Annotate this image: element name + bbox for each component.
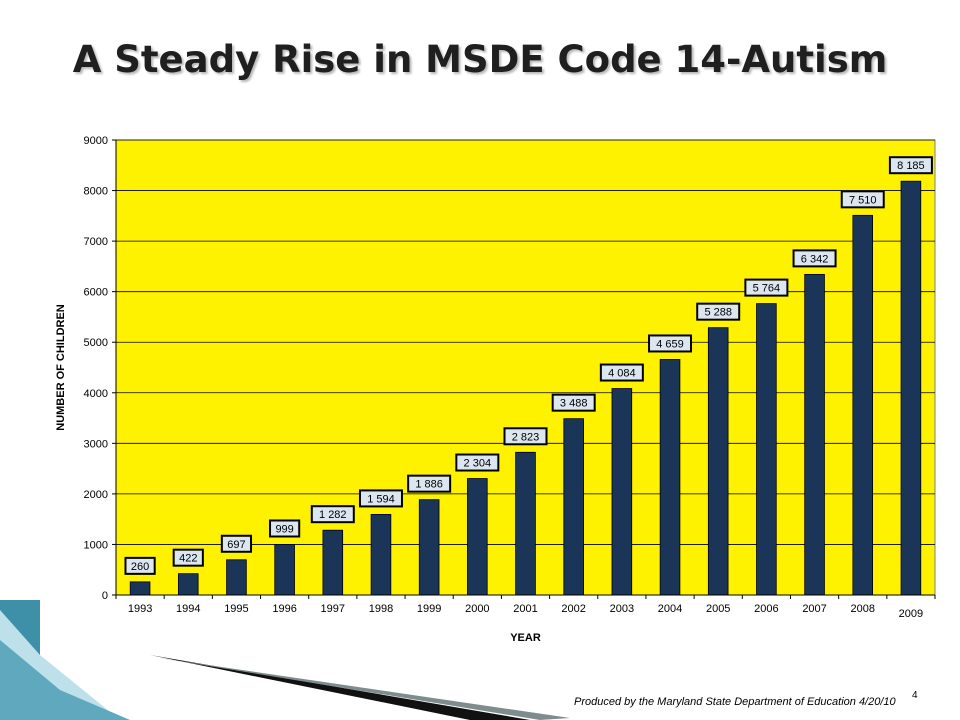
data-label: 2 304 [464, 458, 492, 470]
y-tick-label: 1000 [84, 539, 108, 551]
x-tick-label: 1999 [417, 603, 441, 615]
data-label-box [503, 427, 548, 446]
deco-teal-wedge [0, 640, 130, 720]
data-label: 6 342 [801, 253, 829, 265]
y-tick-label: 0 [102, 590, 108, 602]
bar-2004 [659, 359, 681, 596]
x-tick-label: 2007 [802, 603, 826, 615]
data-label-box [696, 302, 741, 321]
x-tick-label: 1995 [224, 603, 248, 615]
bar-2006 [756, 303, 777, 596]
bar-2000 [467, 478, 488, 596]
y-tick-label: 4000 [84, 388, 108, 400]
bars [129, 180, 922, 596]
data-label-box [455, 453, 500, 472]
x-tick-label: 2000 [465, 603, 489, 615]
data-label-box [358, 489, 403, 508]
bar-1999 [418, 499, 440, 596]
bar-1997 [322, 529, 344, 596]
data-label-box [840, 190, 885, 209]
x-tick-label: 2002 [561, 603, 585, 615]
data-label-box [124, 556, 156, 575]
data-label-box [407, 474, 452, 493]
x-tick-label: 1998 [369, 603, 393, 615]
bar-2005 [707, 327, 729, 596]
bar-2002 [563, 418, 584, 596]
x-tick-label: 1993 [128, 603, 152, 615]
x-tick-label: 1994 [176, 603, 200, 615]
bar-1998 [370, 514, 392, 596]
data-label: 4 659 [656, 338, 684, 350]
y-axis-title: NUMBER OF CHILDREN [55, 304, 67, 431]
data-label-box [551, 393, 596, 412]
bar-1996 [274, 544, 295, 596]
data-label-box [888, 156, 933, 175]
data-label-box [220, 534, 253, 553]
bar-1994 [177, 573, 199, 596]
deco-grey-sweep [160, 658, 570, 720]
data-label: 5 764 [753, 283, 781, 295]
data-label-box [744, 278, 789, 297]
data-label: 5 288 [704, 307, 732, 319]
data-label: 697 [227, 539, 245, 551]
x-tick-label: 2009 [899, 608, 923, 620]
data-label: 1 594 [367, 493, 395, 505]
x-tick-label: 2006 [754, 603, 778, 615]
x-tick-label: 2008 [850, 603, 874, 615]
bar-2008 [852, 214, 874, 596]
data-label: 422 [179, 553, 197, 565]
data-label: 2 823 [512, 431, 540, 443]
x-tick-label: 2005 [706, 603, 730, 615]
data-label-box [172, 548, 204, 567]
x-tick-label: 2001 [513, 603, 537, 615]
bar-2009 [900, 180, 922, 596]
data-label: 3 488 [560, 398, 588, 410]
bar-2007 [804, 273, 825, 596]
data-label: 4 084 [608, 368, 636, 380]
axes: 0 1000 2000 3000 4000 5000 6000 7000 8000 9000 199… [84, 135, 936, 620]
bar-1995 [226, 559, 247, 596]
data-label: 8 185 [897, 160, 925, 172]
bar-1993 [129, 581, 151, 596]
x-tick-label: 1997 [321, 603, 345, 615]
y-tick-label: 2000 [84, 489, 108, 501]
data-label: 7 510 [849, 194, 877, 206]
data-label: 260 [131, 561, 149, 573]
x-tick-label: 1996 [272, 603, 296, 615]
x-axis-title: YEAR [510, 632, 541, 644]
footer-credit: Produced by the Maryland State Departmen… [574, 696, 896, 708]
y-tick-label: 6000 [84, 287, 108, 299]
y-tick-label: 3000 [84, 438, 108, 450]
data-label: 999 [275, 523, 293, 535]
y-tick-label: 7000 [84, 236, 108, 248]
data-label-box [648, 334, 693, 353]
slide-title: A Steady Rise in MSDE Code 14-Autism [72, 38, 888, 81]
data-labels: 260 422 697 999 1 282 1 594 1 886 2 304 2 823 3 4… [124, 156, 933, 575]
y-tick-label: 9000 [84, 135, 108, 147]
data-label-box [269, 519, 301, 538]
data-label-box [599, 363, 644, 382]
bar-2003 [611, 388, 633, 596]
bar-2001 [515, 451, 536, 596]
y-tick-label: 5000 [84, 337, 108, 349]
x-tick-label: 2003 [610, 603, 634, 615]
page-number: 4 [912, 690, 918, 701]
y-tick-label: 8000 [84, 186, 108, 198]
x-tick-label: 2004 [658, 603, 682, 615]
data-label: 1 886 [415, 479, 443, 491]
data-label: 1 282 [319, 509, 347, 521]
data-label-box [792, 249, 837, 268]
data-label-box [310, 505, 355, 524]
